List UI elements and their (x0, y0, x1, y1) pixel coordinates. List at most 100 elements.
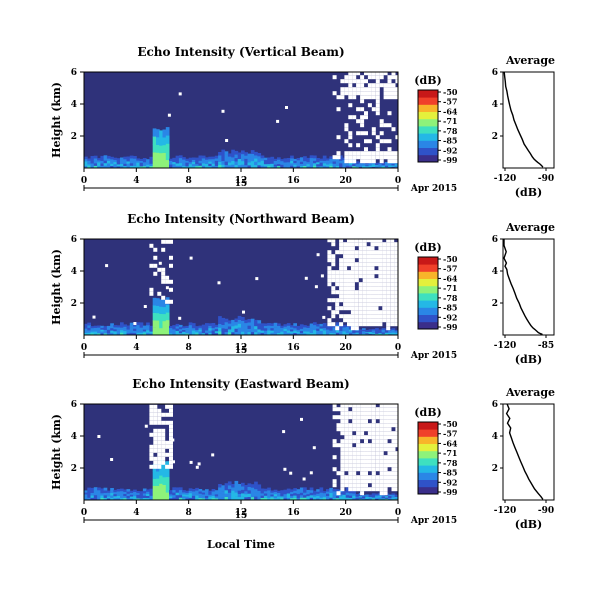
echo-cell (113, 489, 118, 493)
echo-cell (156, 136, 160, 145)
echo-cell (241, 331, 245, 336)
gap-cell (366, 282, 371, 287)
echo-cell (162, 313, 167, 322)
echo-cell (195, 159, 199, 163)
gap-cell (375, 411, 380, 416)
gap-cell (348, 463, 353, 468)
echo-cell (322, 327, 327, 331)
echo-cell (234, 164, 239, 169)
echo-cell (185, 162, 190, 165)
colorbar-unit: (dB) (414, 74, 441, 87)
gap-cell (391, 459, 396, 464)
gap-cell (356, 143, 361, 148)
gap-cell (352, 455, 357, 460)
echo-cell (313, 498, 317, 501)
gap-cell (383, 151, 388, 156)
gap-cell (316, 253, 320, 257)
gap-cell (391, 403, 396, 408)
echo-cell (221, 491, 226, 495)
gap-cell (340, 423, 345, 428)
gap-cell (394, 302, 399, 307)
gap-cell (340, 479, 345, 484)
echo-cell (358, 329, 363, 331)
echo-cell (103, 329, 108, 332)
gap-cell (395, 427, 400, 432)
gap-cell (379, 159, 384, 164)
echo-cell (175, 326, 180, 329)
echo-cell (273, 162, 278, 165)
echo-cell (205, 495, 209, 499)
gap-cell (356, 463, 361, 468)
echo-cell (214, 496, 219, 499)
gap-cell (370, 322, 375, 327)
echo-cell (120, 327, 124, 331)
echo-cell (172, 489, 176, 493)
echo-cell (381, 332, 386, 334)
echo-cell (384, 164, 389, 166)
gap-cell (360, 107, 365, 112)
echo-cell (198, 165, 203, 169)
gap-cell (391, 127, 396, 132)
echo-cell (126, 158, 131, 162)
echo-cell (290, 163, 294, 166)
echo-cell (316, 489, 320, 492)
gap-cell (370, 250, 375, 255)
echo-cell (185, 494, 190, 497)
gap-cell (386, 322, 391, 327)
gap-cell (360, 411, 365, 416)
echo-cell (224, 325, 229, 329)
gap-cell (382, 246, 387, 251)
echo-cell (231, 329, 235, 333)
gap-cell (195, 465, 199, 469)
echo-cell (93, 165, 98, 169)
echo-cell (375, 497, 379, 499)
gap-cell (375, 439, 380, 444)
gap-cell (391, 415, 396, 420)
gap-cell (395, 435, 400, 440)
echo-cell (326, 327, 330, 330)
echo-cell (388, 166, 392, 169)
echo-cell (257, 156, 262, 160)
gap-cell (375, 79, 380, 84)
echo-cell (231, 496, 235, 501)
echo-cell (303, 156, 307, 159)
gap-cell (390, 298, 395, 303)
echo-cell (309, 323, 314, 327)
echo-cell (237, 487, 242, 491)
echo-cell (322, 332, 327, 336)
echo-cell (371, 328, 376, 331)
echo-cell (254, 161, 258, 166)
echo-cell (175, 487, 180, 491)
gap-cell (371, 83, 376, 88)
echo-cell (159, 467, 163, 476)
echo-cell (169, 160, 173, 163)
gap-cell (344, 423, 349, 428)
gap-cell (364, 415, 368, 420)
gap-cell (362, 246, 367, 251)
gap-cell (343, 242, 348, 247)
echo-cell (156, 492, 160, 501)
gap-cell (383, 403, 388, 408)
echo-cell (345, 163, 350, 166)
echo-cell (296, 495, 301, 499)
echo-cell (165, 151, 170, 161)
colorbar-tick-label: -99 (443, 322, 458, 332)
echo-cell (362, 163, 366, 165)
echo-cell (139, 158, 144, 161)
echo-cell (254, 332, 258, 336)
gap-cell (169, 456, 173, 461)
echo-cell (270, 492, 275, 495)
profile-y-tick-label: 6 (492, 400, 498, 410)
gap-cell (379, 419, 384, 424)
echo-cell (165, 127, 170, 136)
gap-cell (387, 423, 392, 428)
echo-cell (342, 327, 347, 330)
echo-cell (231, 323, 235, 327)
colorbar-unit: (dB) (414, 241, 441, 254)
echo-cell (299, 330, 304, 334)
echo-cell (384, 165, 389, 168)
echo-cell (273, 495, 278, 499)
echo-cell (260, 495, 265, 498)
gap-cell (390, 306, 395, 311)
echo-cell (162, 492, 167, 501)
